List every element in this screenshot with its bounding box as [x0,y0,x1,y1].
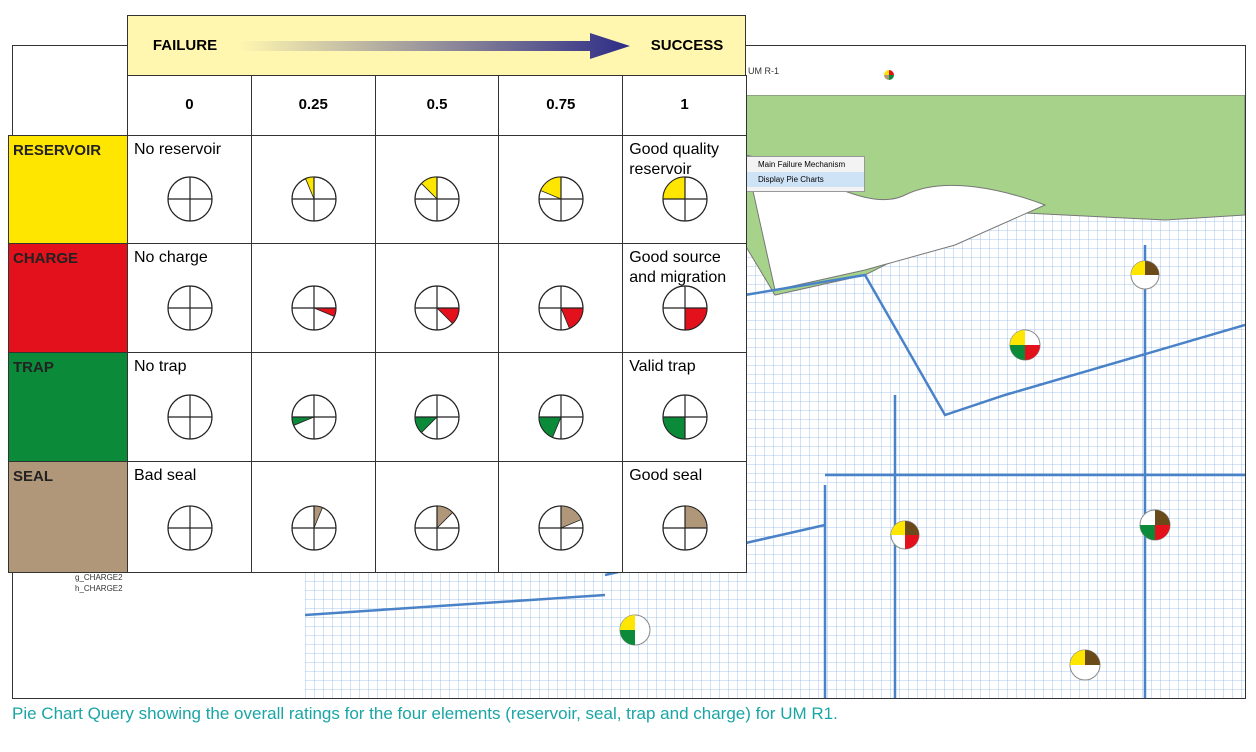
success-label: SUCCESS [650,37,724,54]
pie-cross [291,286,336,330]
menu-item[interactable]: Display Pie Charts [746,172,864,187]
toolbar-icon[interactable] [884,70,894,80]
pie-cross [539,395,584,439]
column-header: 0.25 [250,75,376,136]
cell-text: Good source and migration [629,249,727,286]
rating-cell [374,243,500,353]
context-menu: Main Failure Mechanism Display Pie Chart… [745,156,865,192]
pie-cross [415,506,460,550]
layer-selector[interactable]: UM R-1 [748,66,779,76]
arrow [240,33,630,59]
row-label: CHARGE [8,243,128,353]
pie [538,176,584,222]
rating-cell [250,243,376,353]
pie-cross [539,506,584,550]
pie-cross [663,506,708,550]
pie [167,394,213,440]
pie-cross [291,395,336,439]
pie [662,394,708,440]
pie-cross [415,395,460,439]
caption: Pie Chart Query showing the overall rati… [12,704,838,723]
rating-cell [250,461,376,573]
cell-text: No charge [134,249,208,266]
pie [414,176,461,222]
pie-wedge [662,416,686,440]
pie [414,394,461,440]
cell-text: No reservoir [134,141,222,158]
pie [291,394,337,440]
pie-wedge [684,307,708,331]
pie [291,505,337,551]
pie [167,285,213,331]
pie-cross [167,286,212,330]
pie-cross [539,177,584,221]
menu-item[interactable]: Main Failure Mechanism [758,160,846,169]
pie-cross [663,177,708,221]
rating-cell [374,135,500,244]
rating-cell: Good source and migration [622,243,747,353]
row-label: RESERVOIR [8,135,128,244]
column-header: 0 [127,75,252,136]
pie-cross [663,395,708,439]
pie [167,176,213,222]
rating-cell [250,352,376,462]
rating-cell [498,461,624,573]
pie [662,285,708,331]
rating-cell: Good quality reservoir [622,135,747,244]
pie-cross [167,506,212,550]
pie-cross [539,286,584,330]
rating-cell: Valid trap [622,352,747,462]
rating-cell: Bad seal [127,461,252,573]
rating-cell [250,135,376,244]
toc-item[interactable]: g_CHARGE2 [75,573,123,582]
pie-cross [415,177,460,221]
map-pies [619,260,1171,681]
rating-cell [498,243,624,353]
pie-wedge [662,176,686,200]
rating-cell [498,352,624,462]
column-header: 0.5 [374,75,500,136]
cell-text: No trap [134,358,187,375]
pie-cross [291,506,336,550]
pie [414,505,461,551]
rating-cell [498,135,624,244]
pie-cross [415,286,460,330]
row-label: TRAP [8,352,128,462]
pie [291,176,337,222]
pie [662,505,708,551]
failure-label: FAILURE [152,37,218,54]
row-label: SEAL [8,461,128,573]
pie-cross [663,286,708,330]
pie [167,505,213,551]
cell-text: Good quality reservoir [629,141,720,178]
cell-text: Good seal [629,467,703,484]
column-header: 0.75 [498,75,624,136]
rating-cell: No reservoir [127,135,252,244]
rating-cell: No charge [127,243,252,353]
pie [538,505,584,551]
pie [538,394,584,440]
cell-text: Valid trap [629,358,696,375]
pie-cross [167,177,212,221]
pie-cross [167,395,212,439]
cell-text: Bad seal [134,467,197,484]
pie [291,285,337,331]
column-header: 1 [622,75,747,136]
pie [538,285,584,331]
toc-item[interactable]: h_CHARGE2 [75,584,123,593]
rating-cell [374,352,500,462]
pie-wedge [684,505,708,529]
pie-cross [291,177,336,221]
pie [414,285,461,331]
rating-cell: Good seal [622,461,747,573]
rating-cell: No trap [127,352,252,462]
pie [662,176,708,222]
boundary [305,245,1245,698]
rating-cell [374,461,500,573]
